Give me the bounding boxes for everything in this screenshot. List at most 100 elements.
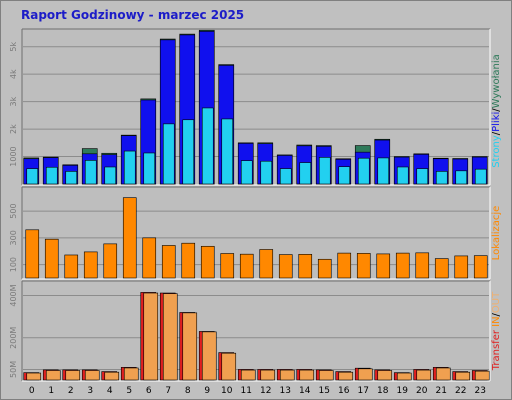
bar-pages bbox=[357, 157, 370, 185]
bar-pages bbox=[396, 166, 409, 185]
legend-hits-panel: Strony/Pliki/Wywołania bbox=[491, 54, 502, 168]
bar-pages bbox=[240, 160, 253, 185]
bar-visits bbox=[376, 253, 391, 279]
bar-transfer-out bbox=[474, 370, 490, 381]
bar-transfer-out bbox=[84, 370, 100, 381]
bar-transfer-out bbox=[377, 370, 393, 381]
bar-visits bbox=[83, 251, 98, 279]
legend-entry: OUT bbox=[491, 291, 502, 313]
x-tick-label: 12 bbox=[260, 386, 271, 396]
bar-visits bbox=[239, 253, 254, 279]
bar-transfer-out bbox=[455, 371, 471, 381]
bar-transfer-out bbox=[45, 370, 61, 381]
legend-entry: Lokalizacje bbox=[491, 206, 502, 261]
y-tick-label: 5k bbox=[9, 42, 18, 52]
x-tick-label: 21 bbox=[436, 386, 447, 396]
bar-transfer-out bbox=[201, 331, 217, 381]
x-tick-label: 7 bbox=[165, 386, 171, 396]
bar-visits bbox=[298, 254, 313, 279]
bar-transfer-out bbox=[221, 352, 237, 381]
legend-visits-panel: Lokalizacje bbox=[491, 206, 502, 261]
bar-pages bbox=[318, 157, 331, 185]
bar-transfer-out bbox=[260, 369, 276, 381]
bar-pages bbox=[65, 171, 78, 185]
bar-transfer-out bbox=[104, 371, 120, 381]
legend-entry: Transfer bbox=[491, 327, 502, 371]
bar-visits bbox=[44, 238, 59, 279]
bar-pages bbox=[182, 119, 195, 185]
bar-transfer-out bbox=[143, 292, 159, 381]
bar-transfer-out bbox=[162, 293, 178, 381]
bar-transfer-out bbox=[396, 372, 412, 381]
bar-visits bbox=[356, 253, 371, 279]
bar-pages bbox=[299, 162, 312, 185]
legend-entry: Pliki bbox=[491, 112, 502, 132]
bar-visits bbox=[434, 258, 449, 279]
bar-pages bbox=[416, 168, 429, 185]
bar-visits bbox=[122, 197, 137, 279]
legend-entry: / bbox=[491, 131, 502, 135]
bar-visits bbox=[454, 255, 469, 279]
x-tick-label: 14 bbox=[299, 386, 311, 396]
bar-visits bbox=[317, 258, 332, 279]
y-tick-label: 3k bbox=[9, 96, 18, 106]
bar-pages bbox=[221, 118, 234, 185]
bar-visits bbox=[181, 242, 196, 279]
hits-panel bbox=[22, 29, 490, 185]
bar-pages bbox=[435, 171, 448, 185]
y-tick-label: 1000 bbox=[9, 146, 18, 166]
bar-visits bbox=[473, 255, 488, 279]
x-tick-label: 11 bbox=[241, 386, 252, 396]
bar-pages bbox=[377, 157, 390, 185]
x-tick-label: 1 bbox=[48, 386, 54, 396]
bar-pages bbox=[474, 168, 487, 185]
x-tick-label: 9 bbox=[204, 386, 210, 396]
bar-visits bbox=[415, 252, 430, 279]
bar-visits bbox=[64, 254, 79, 279]
x-tick-label: 5 bbox=[126, 386, 132, 396]
x-tick-label: 18 bbox=[377, 386, 389, 396]
y-tick-label: 400M bbox=[9, 284, 18, 306]
y-tick-label: 500 bbox=[9, 203, 18, 218]
legend-entry: Strony bbox=[491, 135, 502, 168]
bar-pages bbox=[162, 123, 175, 185]
bar-pages bbox=[26, 168, 39, 185]
y-tick-label: 50M bbox=[9, 361, 18, 378]
x-tick-label: 10 bbox=[221, 386, 233, 396]
bar-pages bbox=[338, 166, 351, 185]
bar-visits bbox=[259, 249, 274, 279]
bar-transfer-out bbox=[357, 368, 373, 381]
bar-visits bbox=[142, 237, 157, 279]
bar-pages bbox=[123, 150, 136, 185]
transfer-panel bbox=[22, 281, 490, 381]
bar-transfer-out bbox=[318, 370, 334, 381]
bar-transfer-out bbox=[279, 369, 295, 381]
bar-pages bbox=[279, 168, 292, 185]
bar-visits bbox=[25, 229, 40, 279]
y-tick-label: 100 bbox=[9, 257, 18, 272]
bar-pages bbox=[45, 166, 58, 185]
bar-visits bbox=[395, 252, 410, 279]
y-tick-label: 2k bbox=[9, 124, 18, 134]
bar-pages bbox=[104, 166, 117, 185]
bar-visits bbox=[200, 245, 215, 279]
x-tick-label: 13 bbox=[280, 386, 291, 396]
bar-pages bbox=[201, 107, 214, 185]
bar-transfer-out bbox=[26, 372, 42, 381]
y-tick-label: 4k bbox=[9, 69, 18, 79]
x-tick-label: 22 bbox=[455, 386, 466, 396]
x-tick-label: 6 bbox=[146, 386, 152, 396]
bar-pages bbox=[455, 170, 468, 185]
bar-transfer-out bbox=[240, 369, 256, 381]
x-tick-label: 16 bbox=[338, 386, 350, 396]
bar-visits bbox=[278, 254, 293, 279]
bar-transfer-out bbox=[338, 371, 354, 381]
bar-visits bbox=[220, 253, 235, 279]
x-tick-label: 15 bbox=[319, 386, 330, 396]
legend-entry: / bbox=[491, 312, 502, 316]
x-tick-label: 20 bbox=[416, 386, 428, 396]
x-tick-label: 2 bbox=[68, 386, 74, 396]
x-tick-label: 17 bbox=[358, 386, 369, 396]
